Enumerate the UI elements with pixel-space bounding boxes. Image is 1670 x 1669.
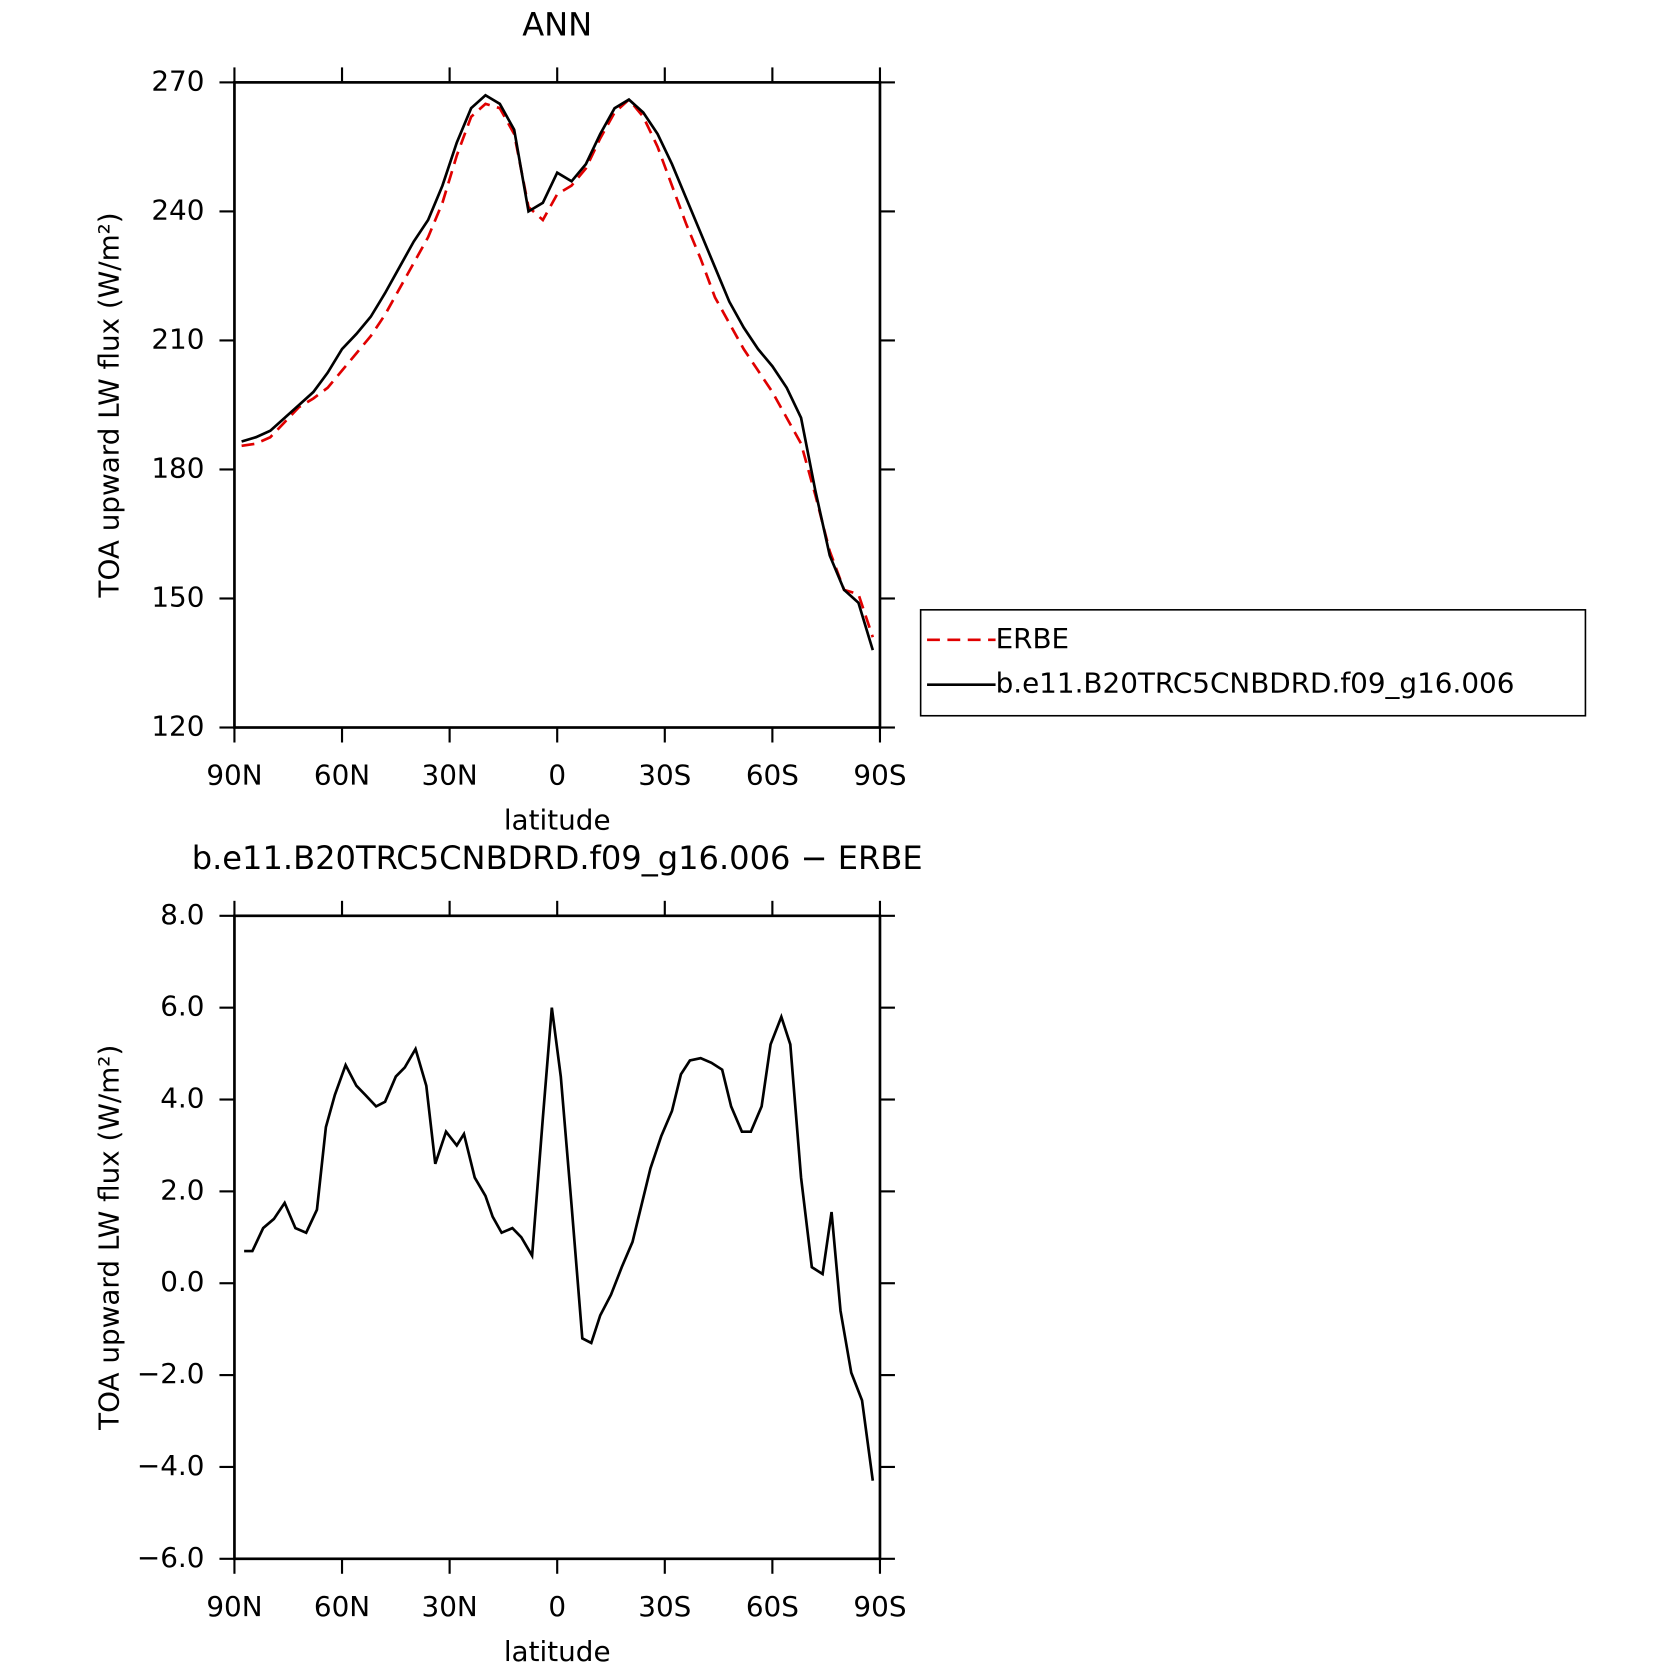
y-tick-label: 2.0 bbox=[160, 1173, 204, 1206]
x-tick-label: 90N bbox=[206, 1590, 262, 1623]
y-tick-label: 180 bbox=[151, 451, 204, 484]
y-tick-label: 150 bbox=[151, 580, 204, 613]
data-line bbox=[241, 97, 875, 638]
x-axis-label: latitude bbox=[504, 1635, 611, 1668]
y-tick-label: 270 bbox=[151, 64, 204, 97]
y-tick-label: 8.0 bbox=[160, 898, 204, 931]
x-tick-label: 90S bbox=[853, 759, 906, 792]
y-axis-label: TOA upward LW flux (W/m²) bbox=[92, 212, 125, 598]
chart-title: ANN bbox=[522, 6, 592, 44]
plot-frame bbox=[233, 81, 882, 729]
x-axis-label: latitude bbox=[504, 804, 611, 837]
plot-frame bbox=[233, 914, 882, 1561]
y-tick-label: −2.0 bbox=[137, 1357, 205, 1390]
y-axis-label: TOA upward LW flux (W/m²) bbox=[92, 1045, 125, 1431]
x-tick-label: 30N bbox=[422, 759, 478, 792]
x-tick-label: 90S bbox=[853, 1590, 906, 1623]
x-tick-label: 60S bbox=[746, 759, 799, 792]
y-tick-label: 120 bbox=[151, 710, 204, 743]
x-tick-label: 30N bbox=[422, 1590, 478, 1623]
x-tick-label: 0 bbox=[548, 759, 566, 792]
y-tick-label: 240 bbox=[151, 193, 204, 226]
x-tick-label: 60S bbox=[746, 1590, 799, 1623]
x-tick-label: 30S bbox=[638, 759, 691, 792]
y-tick-label: 0.0 bbox=[160, 1265, 204, 1298]
legend-label: b.e11.B20TRC5CNBDRD.f09_g16.006 bbox=[996, 667, 1515, 700]
x-tick-label: 30S bbox=[638, 1590, 691, 1623]
y-tick-label: 210 bbox=[151, 322, 204, 355]
chart-title: b.e11.B20TRC5CNBDRD.f09_g16.006 − ERBE bbox=[192, 839, 923, 877]
x-tick-label: 60N bbox=[314, 759, 370, 792]
y-tick-label: 4.0 bbox=[160, 1082, 204, 1115]
legend-box bbox=[919, 609, 1587, 717]
y-tick-label: −6.0 bbox=[137, 1541, 205, 1574]
data-line bbox=[241, 93, 875, 651]
data-line bbox=[244, 1007, 875, 1481]
y-tick-label: 6.0 bbox=[160, 990, 204, 1023]
x-tick-label: 0 bbox=[548, 1590, 566, 1623]
x-tick-label: 60N bbox=[314, 1590, 370, 1623]
y-tick-label: −4.0 bbox=[137, 1449, 205, 1482]
legend-label: ERBE bbox=[996, 622, 1070, 655]
x-tick-label: 90N bbox=[206, 759, 262, 792]
